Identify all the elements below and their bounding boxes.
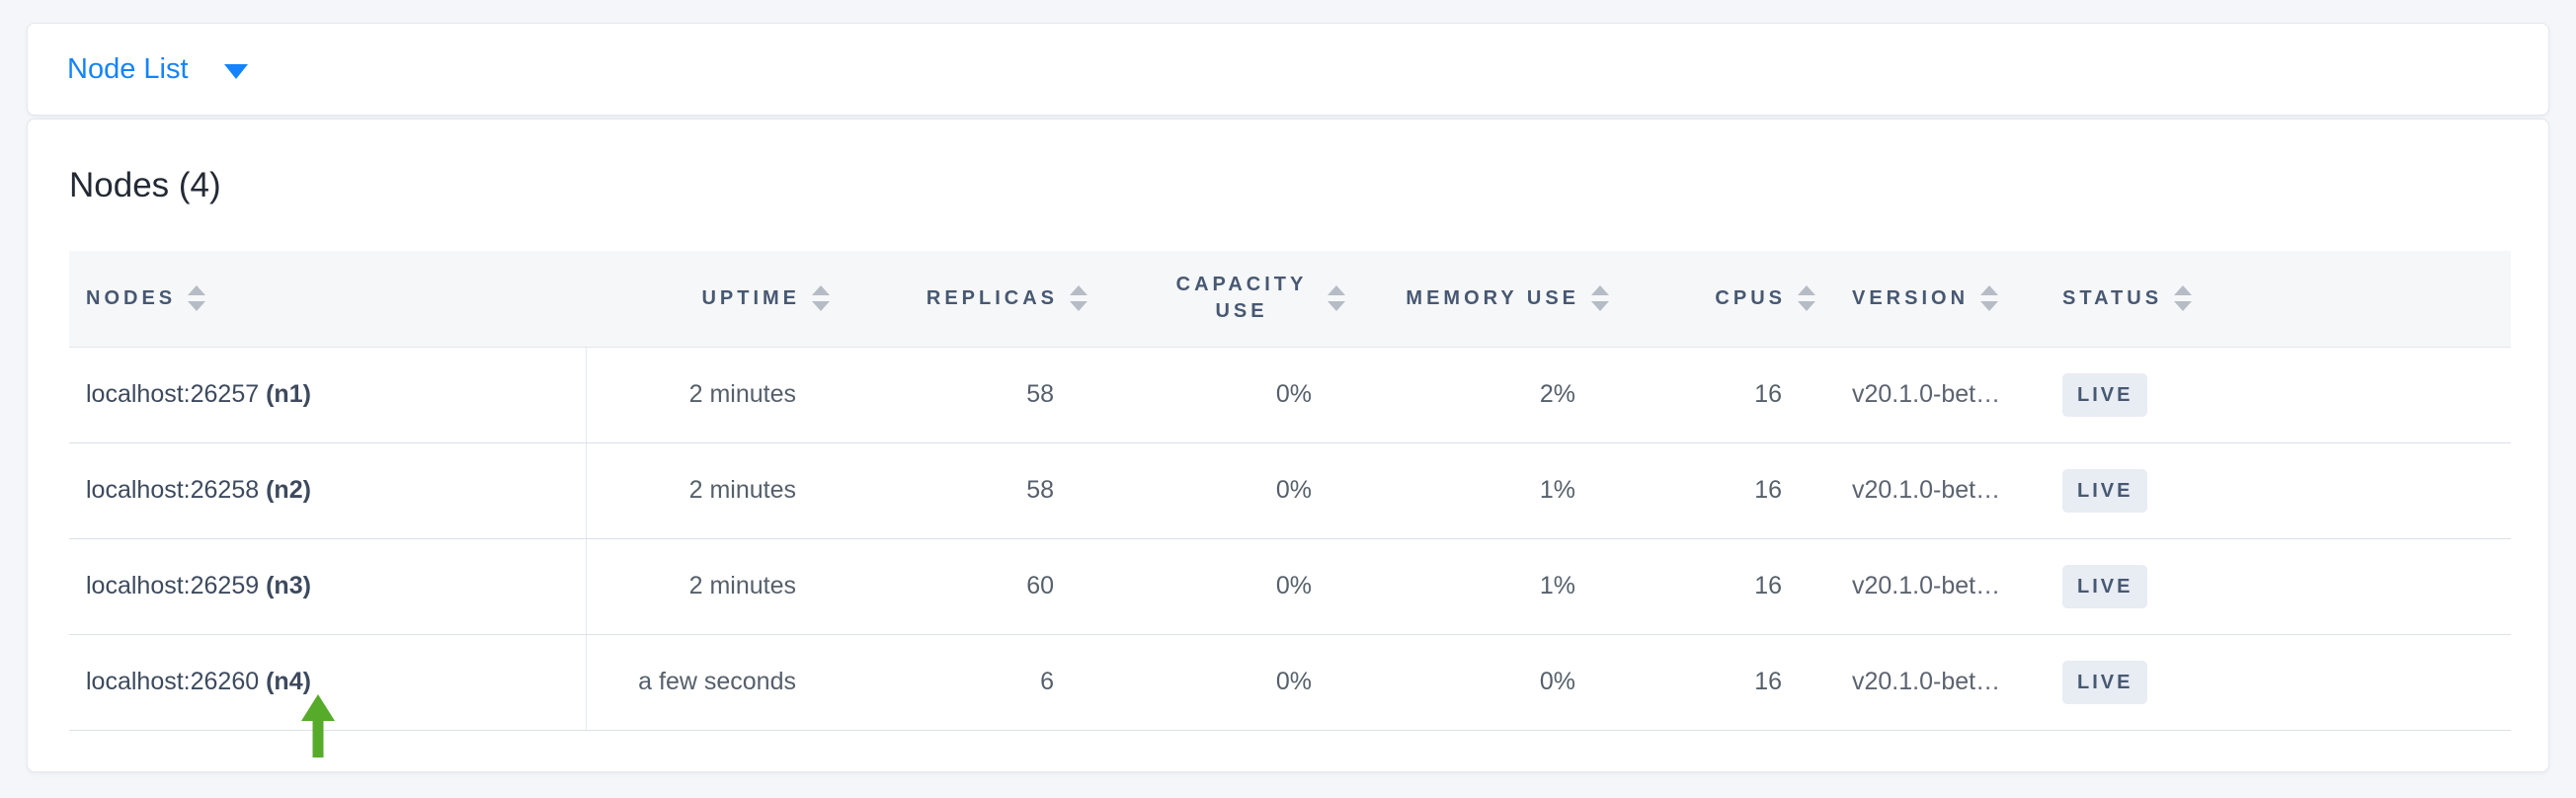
cell-uptime: 2 minutes bbox=[585, 538, 840, 635]
cell-cpus: 16 bbox=[1619, 442, 1825, 539]
column-header-memory-use[interactable]: MEMORY USE bbox=[1355, 251, 1619, 348]
status-badge: LIVE bbox=[2062, 564, 2148, 608]
cell-capacity-use: 0% bbox=[1097, 442, 1355, 539]
column-header-uptime[interactable]: UPTIME bbox=[586, 251, 840, 348]
column-header-cpus[interactable]: CPUS bbox=[1619, 251, 1825, 348]
status-badge: LIVE bbox=[2062, 372, 2148, 417]
page-title: Nodes (4) bbox=[69, 166, 221, 204]
table-header-row: NODES UPTIME REPLICAS CAPACITY USE MEMOR… bbox=[69, 251, 2511, 348]
cell-cpus: 16 bbox=[1619, 634, 1825, 731]
column-header-nodes[interactable]: NODES bbox=[69, 251, 586, 348]
cell-version: v20.1.0-bet… bbox=[1825, 347, 2036, 443]
sort-arrows-icon bbox=[1798, 285, 1815, 312]
cell-replicas: 60 bbox=[840, 538, 1097, 635]
sort-arrows-icon bbox=[1328, 285, 1345, 312]
cell-capacity-use: 0% bbox=[1097, 347, 1355, 443]
sort-arrows-icon bbox=[2174, 285, 2193, 312]
cell-version: v20.1.0-bet… bbox=[1825, 538, 2036, 635]
cell-replicas: 58 bbox=[840, 347, 1097, 443]
node-id: (n3) bbox=[266, 572, 311, 599]
sort-arrows-icon bbox=[1591, 285, 1609, 312]
cell-uptime: 2 minutes bbox=[585, 442, 840, 539]
table-row-n4[interactable]: localhost:26260 (n4) a few seconds 6 0% … bbox=[69, 634, 2511, 731]
node-list-dropdown[interactable]: Node List bbox=[67, 52, 248, 85]
table-row-n1[interactable]: localhost:26257 (n1) 2 minutes 58 0% 2% … bbox=[69, 347, 2511, 443]
cell-node-address: localhost:26258 (n2) bbox=[69, 442, 586, 539]
status-badge: LIVE bbox=[2062, 468, 2148, 513]
sort-arrows-icon bbox=[812, 285, 830, 312]
cell-replicas: 58 bbox=[840, 442, 1097, 539]
cell-status: LIVE bbox=[2036, 538, 2511, 635]
cell-capacity-use: 0% bbox=[1097, 634, 1355, 731]
sort-arrows-icon bbox=[1980, 285, 1999, 312]
column-header-capacity-use[interactable]: CAPACITY USE bbox=[1097, 251, 1355, 348]
cell-cpus: 16 bbox=[1619, 538, 1825, 635]
column-header-version[interactable]: VERSION bbox=[1825, 251, 2036, 348]
cell-uptime: a few seconds bbox=[585, 634, 840, 731]
cell-status: LIVE bbox=[2036, 634, 2511, 731]
node-list-dropdown-label: Node List bbox=[67, 52, 189, 85]
cell-cpus: 16 bbox=[1619, 347, 1825, 443]
cell-capacity-use: 0% bbox=[1097, 538, 1355, 635]
node-id: (n2) bbox=[266, 476, 311, 504]
sort-arrows-icon bbox=[188, 285, 206, 312]
nodes-panel: Nodes (4) NODES UPTIME REPLICAS CAPACITY… bbox=[27, 119, 2549, 772]
cell-memory-use: 1% bbox=[1355, 442, 1619, 539]
cell-node-address: localhost:26260 (n4) bbox=[69, 634, 586, 731]
nodes-table: NODES UPTIME REPLICAS CAPACITY USE MEMOR… bbox=[69, 251, 2511, 731]
node-id: (n4) bbox=[266, 668, 311, 695]
node-id: (n1) bbox=[266, 380, 311, 408]
sort-arrows-icon bbox=[1070, 285, 1087, 312]
cell-status: LIVE bbox=[2036, 347, 2511, 443]
table-row-n3[interactable]: localhost:26259 (n3) 2 minutes 60 0% 1% … bbox=[69, 538, 2511, 635]
cell-status: LIVE bbox=[2036, 442, 2511, 539]
cell-memory-use: 0% bbox=[1355, 634, 1619, 731]
column-header-status[interactable]: STATUS bbox=[2036, 251, 2511, 348]
cell-replicas: 6 bbox=[840, 634, 1097, 731]
caret-down-icon bbox=[223, 63, 248, 79]
cell-memory-use: 2% bbox=[1355, 347, 1619, 443]
cell-node-address: localhost:26257 (n1) bbox=[69, 347, 586, 443]
cell-uptime: 2 minutes bbox=[585, 347, 840, 443]
cell-version: v20.1.0-bet… bbox=[1825, 634, 2036, 731]
table-row-n2[interactable]: localhost:26258 (n2) 2 minutes 58 0% 1% … bbox=[69, 442, 2511, 539]
cell-memory-use: 1% bbox=[1355, 538, 1619, 635]
column-header-replicas[interactable]: REPLICAS bbox=[840, 251, 1097, 348]
view-selector-bar: Node List bbox=[27, 23, 2549, 116]
cell-version: v20.1.0-bet… bbox=[1825, 442, 2036, 539]
status-badge: LIVE bbox=[2062, 660, 2148, 704]
cell-node-address: localhost:26259 (n3) bbox=[69, 538, 586, 635]
